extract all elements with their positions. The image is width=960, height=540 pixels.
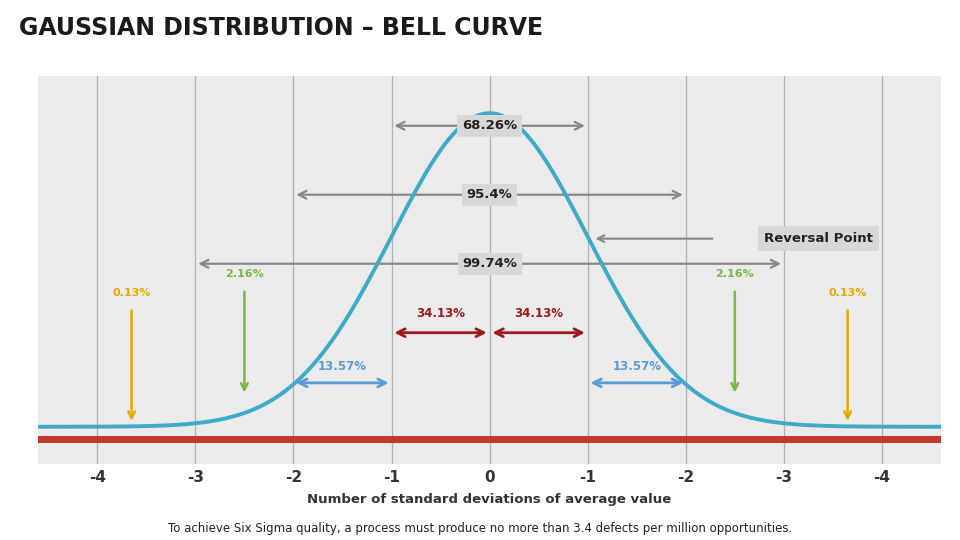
Text: 34.13%: 34.13% [416, 307, 465, 320]
Text: 13.57%: 13.57% [318, 361, 367, 374]
Text: 2.16%: 2.16% [225, 269, 264, 279]
Text: To achieve Six Sigma quality, a process must produce no more than 3.4 defects pe: To achieve Six Sigma quality, a process … [168, 522, 792, 535]
Text: 34.13%: 34.13% [515, 307, 564, 320]
Text: 68.26%: 68.26% [462, 119, 517, 132]
X-axis label: Number of standard deviations of average value: Number of standard deviations of average… [307, 493, 672, 507]
Text: 95.4%: 95.4% [467, 188, 513, 201]
Text: 99.74%: 99.74% [462, 257, 517, 270]
Text: GAUSSIAN DISTRIBUTION – BELL CURVE: GAUSSIAN DISTRIBUTION – BELL CURVE [19, 16, 543, 40]
Text: Reversal Point: Reversal Point [764, 232, 873, 245]
Text: 0.13%: 0.13% [112, 288, 151, 298]
Text: 0.13%: 0.13% [828, 288, 867, 298]
Text: 13.57%: 13.57% [612, 361, 661, 374]
Text: 2.16%: 2.16% [715, 269, 755, 279]
